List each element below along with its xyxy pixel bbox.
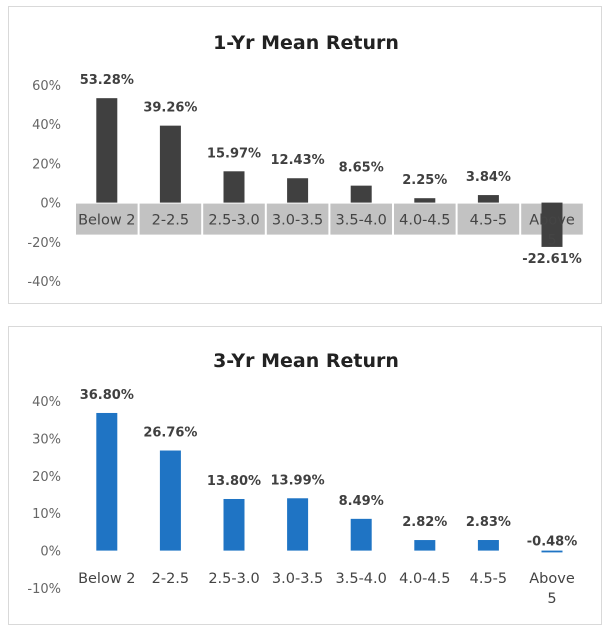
oneyr-data-label: 39.26% <box>143 101 197 116</box>
oneyr-data-label: 15.97% <box>207 146 261 161</box>
threeyr-ytick-label: -10% <box>27 582 61 597</box>
oneyr-category-label: 3.5-4.0 <box>336 213 387 229</box>
oneyr-category-label: 4.0-4.5 <box>399 213 450 229</box>
chart-3yr-svg: 3-Yr Mean Return 40% 30% 20% 10% 0% -10% Below … <box>27 350 578 607</box>
threeyr-bar <box>159 450 181 551</box>
oneyr-bar <box>414 198 436 203</box>
oneyr-ytick-label: 40% <box>32 118 61 133</box>
threeyr-data-label: 26.76% <box>143 426 197 441</box>
chart-panel-3yr: 3-Yr Mean Return 40% 30% 20% 10% 0% -10% Below … <box>8 326 602 625</box>
oneyr-ytick-label: 0% <box>40 197 61 212</box>
threeyr-ytick-label: 10% <box>32 507 61 522</box>
oneyr-bar <box>223 171 245 203</box>
oneyr-category-label-bg <box>203 203 265 235</box>
threeyr-ytick-label: 20% <box>32 470 61 485</box>
threeyr-category-label: 2-2.5 <box>152 571 190 587</box>
threeyr-chart-title: 3-Yr Mean Return <box>213 350 399 372</box>
threeyr-bar <box>477 540 499 551</box>
threeyr-data-label: 8.49% <box>339 494 384 509</box>
oneyr-bar <box>350 185 372 203</box>
threeyr-bar <box>350 518 372 551</box>
threeyr-category-label: Below 2 <box>78 571 135 587</box>
oneyr-data-label: 8.65% <box>339 161 384 176</box>
oneyr-data-label: 3.84% <box>466 170 511 185</box>
threeyr-data-label: 2.83% <box>466 515 511 530</box>
chart-panel-1yr: 1-Yr Mean Return 60% 40% 20% 0% -20% -40% Below… <box>8 6 602 304</box>
oneyr-chart-title: 1-Yr Mean Return <box>213 32 399 54</box>
threeyr-category-label: 3.0-3.5 <box>272 571 323 587</box>
oneyr-category-label-bg <box>76 203 138 235</box>
threeyr-data-label: 13.80% <box>207 474 261 489</box>
oneyr-category-label-bg <box>457 203 520 235</box>
threeyr-category-label: 3.5-4.0 <box>336 571 387 587</box>
oneyr-bar <box>477 195 499 203</box>
oneyr-category-label-bg <box>139 203 202 235</box>
chart-1yr-svg: 1-Yr Mean Return 60% 40% 20% 0% -20% -40% Below… <box>27 32 583 290</box>
oneyr-category-label-bg <box>394 203 456 235</box>
oneyr-bar <box>541 202 563 247</box>
oneyr-data-label: 53.28% <box>80 73 134 88</box>
oneyr-category-label: Below 2 <box>78 213 135 229</box>
oneyr-category-label: 2-2.5 <box>152 213 190 229</box>
threeyr-data-label: 13.99% <box>271 473 325 488</box>
oneyr-data-label: 12.43% <box>271 153 325 168</box>
oneyr-ytick-label: -40% <box>27 275 61 290</box>
threeyr-category-label: 4.0-4.5 <box>399 571 450 587</box>
oneyr-bar <box>287 178 309 203</box>
oneyr-category-label: Above 5 <box>529 213 575 249</box>
oneyr-data-label: 2.25% <box>402 173 447 188</box>
threeyr-bar <box>223 498 245 551</box>
threeyr-category-label: 2.5-3.0 <box>208 571 259 587</box>
oneyr-ytick-label: -20% <box>27 236 61 251</box>
threeyr-ytick-label: 40% <box>32 395 61 410</box>
oneyr-category-label-bg <box>330 203 392 235</box>
oneyr-ytick-label: 20% <box>32 157 61 172</box>
threeyr-data-label: 36.80% <box>80 388 134 403</box>
oneyr-data-label: -22.61% <box>522 252 582 267</box>
oneyr-category-label: 3.0-3.5 <box>272 213 323 229</box>
threeyr-bar <box>541 550 563 553</box>
oneyr-bar <box>96 98 118 203</box>
threeyr-data-label: 2.82% <box>402 515 447 530</box>
threeyr-category-label: Above 5 <box>529 571 575 607</box>
oneyr-ytick-label: 60% <box>32 79 61 94</box>
threeyr-category-label: 4.5-5 <box>470 571 508 587</box>
threeyr-bar <box>287 498 309 551</box>
oneyr-bar <box>159 125 181 203</box>
oneyr-category-label: 2.5-3.0 <box>208 213 259 229</box>
oneyr-category-label-bg <box>266 203 329 235</box>
threeyr-bar <box>414 540 436 551</box>
threeyr-ytick-label: 30% <box>32 432 61 447</box>
threeyr-ytick-label: 0% <box>40 545 61 560</box>
threeyr-bar <box>96 412 118 551</box>
oneyr-category-label: 4.5-5 <box>470 213 508 229</box>
threeyr-data-label: -0.48% <box>527 535 578 550</box>
